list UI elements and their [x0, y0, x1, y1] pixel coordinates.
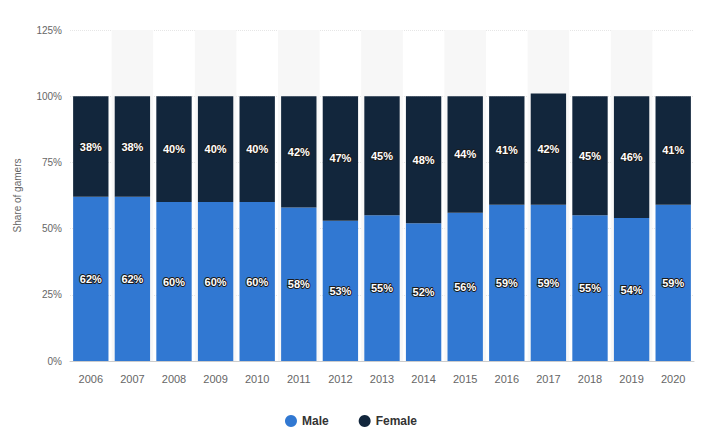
svg-text:40%: 40% [205, 143, 227, 155]
svg-text:0%: 0% [48, 356, 63, 367]
svg-text:40%: 40% [246, 143, 268, 155]
svg-text:45%: 45% [579, 150, 601, 162]
svg-text:60%: 60% [246, 276, 268, 288]
svg-text:25%: 25% [42, 289, 62, 300]
svg-text:41%: 41% [662, 144, 684, 156]
svg-text:46%: 46% [621, 151, 643, 163]
svg-text:40%: 40% [163, 143, 185, 155]
svg-text:38%: 38% [121, 141, 143, 153]
svg-text:2019: 2019 [619, 373, 643, 385]
svg-text:53%: 53% [329, 285, 351, 297]
svg-text:44%: 44% [454, 148, 476, 160]
svg-text:50%: 50% [42, 223, 62, 234]
svg-text:42%: 42% [288, 146, 310, 158]
svg-text:45%: 45% [371, 150, 393, 162]
svg-text:2012: 2012 [328, 373, 352, 385]
svg-text:58%: 58% [288, 278, 310, 290]
svg-text:2016: 2016 [495, 373, 519, 385]
svg-text:2007: 2007 [120, 373, 144, 385]
svg-text:2020: 2020 [661, 373, 685, 385]
svg-text:59%: 59% [537, 277, 559, 289]
svg-text:60%: 60% [205, 276, 227, 288]
svg-text:2018: 2018 [578, 373, 602, 385]
svg-text:Share of gamers: Share of gamers [12, 159, 23, 233]
svg-text:Female: Female [376, 414, 418, 428]
svg-text:125%: 125% [36, 25, 62, 36]
svg-text:52%: 52% [413, 286, 435, 298]
svg-text:2011: 2011 [287, 373, 311, 385]
svg-text:55%: 55% [579, 282, 601, 294]
svg-text:60%: 60% [163, 276, 185, 288]
svg-text:48%: 48% [413, 154, 435, 166]
svg-text:2015: 2015 [453, 373, 477, 385]
svg-text:2009: 2009 [203, 373, 227, 385]
svg-text:62%: 62% [121, 273, 143, 285]
svg-text:Male: Male [302, 414, 329, 428]
svg-text:2017: 2017 [536, 373, 560, 385]
svg-text:75%: 75% [42, 157, 62, 168]
svg-text:47%: 47% [329, 152, 351, 164]
svg-text:54%: 54% [621, 284, 643, 296]
svg-text:2006: 2006 [79, 373, 103, 385]
svg-text:59%: 59% [496, 277, 518, 289]
svg-text:41%: 41% [496, 144, 518, 156]
svg-text:38%: 38% [80, 141, 102, 153]
svg-text:59%: 59% [662, 277, 684, 289]
svg-text:55%: 55% [371, 282, 393, 294]
svg-text:2008: 2008 [162, 373, 186, 385]
svg-text:100%: 100% [36, 91, 62, 102]
svg-text:42%: 42% [537, 143, 559, 155]
svg-text:2014: 2014 [411, 373, 435, 385]
svg-text:56%: 56% [454, 281, 476, 293]
svg-text:2013: 2013 [370, 373, 394, 385]
svg-text:62%: 62% [80, 273, 102, 285]
svg-text:2010: 2010 [245, 373, 269, 385]
